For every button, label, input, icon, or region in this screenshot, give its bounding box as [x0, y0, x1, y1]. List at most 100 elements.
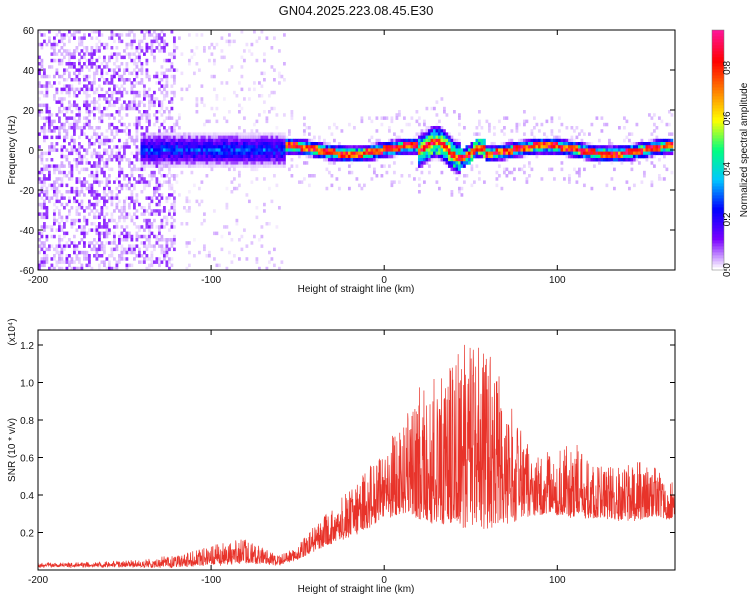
spectrogram-cell	[193, 164, 196, 168]
spectrogram-cell	[198, 158, 201, 162]
spectrogram-cell	[170, 145, 174, 149]
spectrogram-cell	[370, 177, 374, 181]
spectrogram-cell	[228, 154, 231, 159]
spectrogram-cell	[388, 145, 391, 149]
spectrogram-cell	[80, 154, 84, 159]
spectrogram-cell	[343, 154, 346, 159]
spectrogram-cell	[500, 148, 504, 152]
spectrogram-cell	[100, 158, 104, 162]
spectrogram-cell	[130, 39, 134, 44]
spectrogram-cell	[240, 158, 244, 162]
colorbar-segment	[712, 78, 724, 82]
spectrogram-cell	[125, 126, 129, 130]
spectrogram-cell	[98, 142, 101, 146]
spectrogram-cell	[610, 148, 614, 152]
spectrogram-cell	[463, 158, 466, 162]
spectrogram-cell	[645, 145, 649, 149]
colorbar-segment	[712, 81, 724, 85]
spectrogram-cell	[113, 145, 116, 149]
spectrogram-cell	[283, 151, 286, 156]
spectrogram-cell	[245, 154, 249, 159]
spectrogram-cell	[93, 100, 96, 104]
spectrogram-cell	[123, 218, 126, 223]
spectrogram-cell	[40, 62, 44, 66]
spectrogram-cell	[665, 167, 669, 172]
spectrogram-cell	[213, 58, 216, 63]
spectrogram-cell	[290, 174, 294, 178]
spectrogram-cell	[233, 154, 236, 159]
spectrogram-cell	[138, 39, 141, 44]
spectrogram-cell	[418, 164, 421, 168]
spectrogram-cell	[578, 167, 581, 172]
spectrogram-cell	[220, 49, 224, 53]
spectrogram-cell	[438, 119, 441, 124]
spectrogram-cell	[465, 158, 469, 162]
spectrogram-cell	[148, 87, 151, 92]
spectrogram-cell	[480, 151, 484, 156]
spectrogram-cell	[238, 158, 241, 162]
spectrogram-cell	[223, 164, 226, 168]
spectrogram-cell	[80, 180, 84, 184]
spectrogram-cell	[148, 97, 151, 101]
spectrogram-cell	[165, 260, 169, 264]
spectrogram-cell	[73, 126, 76, 130]
colorbar-segment	[712, 210, 724, 214]
spectrogram-cell	[208, 164, 211, 168]
spectrogram-cell	[218, 263, 221, 268]
spectrogram-cell	[153, 145, 156, 149]
spectrogram-cell	[140, 174, 144, 178]
spectrogram-cell	[273, 174, 276, 178]
spectrogram-cell	[93, 142, 96, 146]
spectrogram-cell	[633, 183, 636, 188]
spectrogram-cell	[153, 190, 156, 194]
spectrogram-cell	[133, 250, 136, 255]
spectrogram-cell	[520, 145, 524, 149]
spectrogram-cell	[83, 46, 86, 50]
spectrogram-cell	[160, 148, 164, 152]
spectrogram-cell	[115, 129, 119, 133]
spectrogram-cell	[78, 161, 81, 165]
spectrogram-cell	[430, 158, 434, 162]
spectrogram-cell	[650, 142, 654, 146]
spectrogram-x-tick-label: -200	[28, 275, 48, 286]
spectrogram-cell	[130, 193, 134, 197]
spectrogram-cell	[425, 126, 429, 130]
spectrogram-cell	[515, 154, 519, 159]
colorbar-tick-label: 0.8	[722, 61, 733, 75]
spectrogram-cell	[450, 164, 454, 168]
spectrogram-cell	[83, 55, 86, 60]
spectrogram-cell	[515, 126, 519, 130]
spectrogram-cell	[423, 138, 426, 143]
spectrogram-cell	[380, 154, 384, 159]
spectrogram-cell	[93, 244, 96, 248]
spectrogram-cell	[270, 138, 274, 143]
spectrogram-cell	[175, 132, 179, 136]
spectrogram-cell	[213, 46, 216, 50]
spectrogram-cell	[140, 164, 144, 168]
spectrogram-cell	[78, 30, 81, 34]
spectrogram-cell	[508, 148, 511, 152]
spectrogram-cell	[95, 87, 99, 92]
spectrogram-cell	[85, 180, 89, 184]
spectrogram-cell	[255, 132, 259, 136]
spectrogram-cell	[580, 151, 584, 156]
spectrogram-cell	[353, 126, 356, 130]
spectrogram-cell	[55, 68, 59, 72]
spectrogram-cell	[133, 52, 136, 56]
spectrogram-cell	[93, 129, 96, 133]
spectrogram-cell	[118, 154, 121, 159]
spectrogram-cell	[148, 122, 151, 127]
spectrogram-cell	[470, 151, 474, 156]
spectrogram-cell	[550, 142, 554, 146]
spectrogram-cell	[65, 190, 69, 194]
spectrogram-cell	[150, 148, 154, 152]
spectrogram-cell	[128, 103, 131, 108]
spectrogram-cell	[85, 84, 89, 88]
spectrogram-cell	[138, 81, 141, 85]
spectrogram-cell	[105, 164, 109, 168]
spectrogram-cell	[383, 164, 386, 168]
spectrogram-cell	[380, 145, 384, 149]
spectrogram-cell	[43, 202, 46, 207]
spectrogram-cell	[243, 142, 246, 146]
spectrogram-cell	[218, 132, 221, 136]
